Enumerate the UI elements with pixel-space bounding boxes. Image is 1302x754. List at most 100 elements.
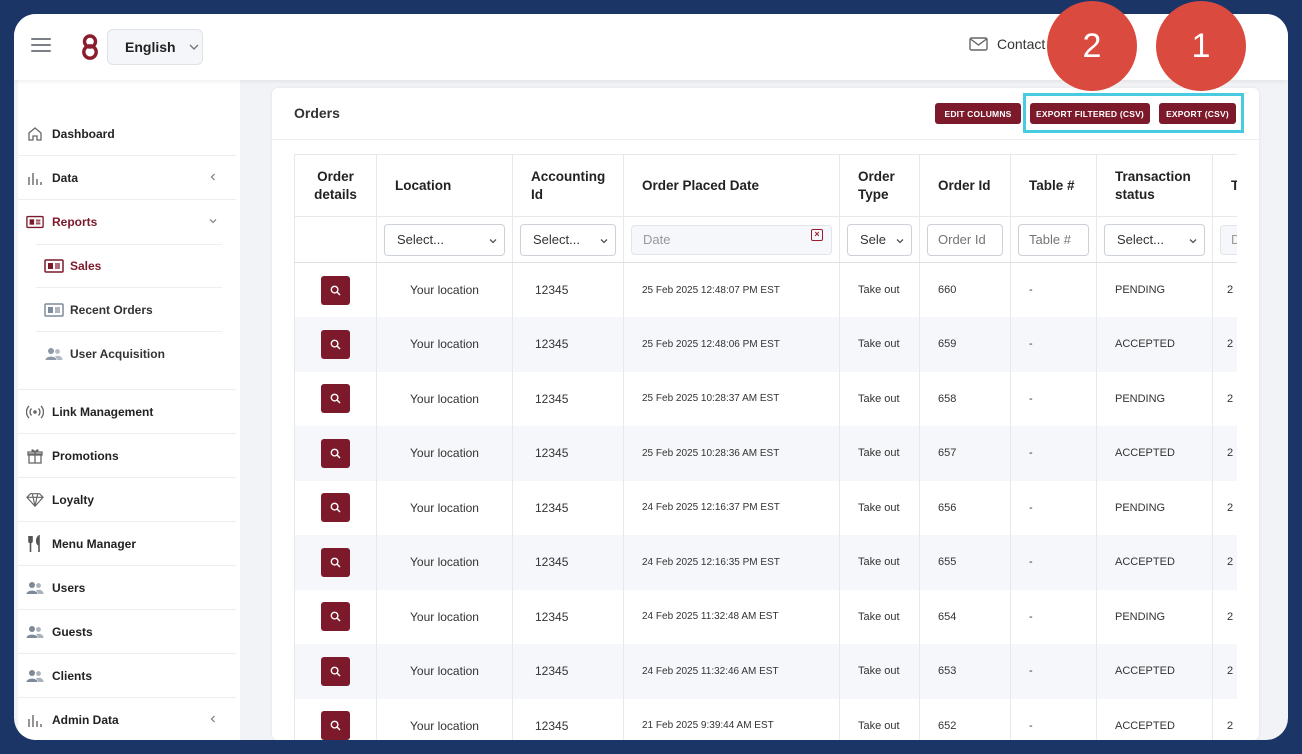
language-label: English	[125, 39, 176, 55]
edit-columns-button[interactable]: EDIT COLUMNS	[935, 103, 1021, 124]
accounting-id-cell: 12345	[512, 698, 624, 740]
table-cell: -	[1010, 589, 1097, 644]
order-id-cell: 655	[919, 535, 1011, 590]
table-cell: -	[1010, 317, 1097, 372]
column-header[interactable]: Order Type	[839, 154, 920, 217]
accounting-id-cell: 12345	[512, 535, 624, 590]
table-header-row: Order details Location Accounting Id Ord…	[294, 154, 1237, 217]
home-icon	[26, 126, 44, 142]
chevron-down-icon	[489, 238, 497, 243]
table-row: Your location 12345 24 Feb 2025 12:16:35 P…	[294, 535, 1237, 590]
orders-table: Order details Location Accounting Id Ord…	[294, 154, 1237, 740]
table-cell: -	[1010, 426, 1097, 481]
view-order-button[interactable]	[321, 602, 350, 632]
sidebar-item-reports[interactable]: Reports	[18, 200, 236, 244]
view-order-button[interactable]	[321, 275, 350, 305]
column-header[interactable]: T	[1212, 154, 1237, 217]
view-order-button[interactable]	[321, 438, 350, 468]
view-order-button[interactable]	[321, 547, 350, 577]
sidebar-item-loyalty[interactable]: Loyalty	[18, 478, 236, 522]
sidebar-item-clients[interactable]: Clients	[18, 654, 236, 698]
date-filter-input[interactable]: Date ×	[631, 224, 832, 255]
filter-cell: Select...	[1096, 216, 1213, 263]
column-header[interactable]: Accounting Id	[512, 154, 624, 217]
column-header[interactable]: Table #	[1010, 154, 1097, 217]
accounting-id-cell: 12345	[512, 589, 624, 644]
order-details-cell	[294, 426, 377, 481]
chevron-down-icon	[896, 238, 904, 243]
brand-logo	[82, 34, 98, 60]
contact-label: Contact	[997, 36, 1046, 52]
sidebar-item-label: Admin Data	[52, 713, 119, 727]
contact-link[interactable]: Contact	[969, 36, 1045, 52]
accounting-id-cell: 12345	[512, 426, 624, 481]
search-icon	[330, 448, 341, 459]
order-id-filter-input[interactable]	[927, 223, 1003, 256]
view-order-button[interactable]	[321, 384, 350, 414]
order-date-cell: 21 Feb 2025 9:39:44 AM EST	[623, 698, 840, 740]
table-filter-input[interactable]	[1018, 223, 1089, 256]
accounting-id-filter-select[interactable]: Select...	[520, 223, 616, 256]
chevron-left-icon	[210, 715, 215, 723]
sidebar-subitem-user-acquisition[interactable]: User Acquisition	[36, 332, 222, 376]
sidebar-item-admin-data[interactable]: Admin Data	[18, 698, 236, 740]
export-filtered-csv-button[interactable]: EXPORT FILTERED (CSV)	[1030, 103, 1150, 124]
sidebar-item-label: Reports	[52, 215, 98, 229]
order-details-cell	[294, 262, 377, 317]
order-date-cell: 25 Feb 2025 12:48:06 PM EST	[623, 317, 840, 372]
hamburger-menu-icon[interactable]	[31, 38, 51, 54]
truncated-cell: 2	[1212, 480, 1237, 535]
table-row: Your location 12345 21 Feb 2025 9:39:44 AM…	[294, 698, 1237, 740]
sidebar-subitem-sales[interactable]: Sales	[36, 244, 222, 288]
sidebar-item-data[interactable]: Data	[18, 156, 236, 200]
date-placeholder: Date	[643, 232, 671, 247]
column-header[interactable]: Order details	[294, 154, 377, 217]
order-id-cell: 658	[919, 371, 1011, 426]
column-header[interactable]: Order Id	[919, 154, 1011, 217]
orders-table-container[interactable]: Order details Location Accounting Id Ord…	[294, 154, 1237, 740]
column-header[interactable]: Order Placed Date	[623, 154, 840, 217]
sidebar-item-guests[interactable]: Guests	[18, 610, 236, 654]
order-type-filter-select[interactable]: Sele	[847, 223, 912, 256]
location-cell: Your location	[376, 426, 513, 481]
sidebar-item-menu-manager[interactable]: Menu Manager	[18, 522, 236, 566]
transaction-status-filter-select[interactable]: Select...	[1104, 223, 1205, 256]
column-header[interactable]: Location	[376, 154, 513, 217]
export-csv-button[interactable]: EXPORT (CSV)	[1159, 103, 1236, 124]
chevron-down-icon	[1189, 238, 1197, 243]
sidebar-item-label: Link Management	[52, 404, 154, 419]
order-date-cell: 25 Feb 2025 12:48:07 PM EST	[623, 262, 840, 317]
select-value: Sele	[860, 232, 887, 247]
truncated-cell: 2	[1212, 262, 1237, 317]
users-icon	[26, 624, 44, 640]
column-header[interactable]: Transaction status	[1096, 154, 1213, 217]
accounting-id-cell: 12345	[512, 371, 624, 426]
filter-cell: Select...	[376, 216, 513, 263]
sidebar-item-users[interactable]: Users	[18, 566, 236, 610]
accounting-id-cell: 12345	[512, 262, 624, 317]
sidebar-item-label: Data	[52, 170, 79, 185]
sidebar-item-promotions[interactable]: Promotions	[18, 434, 236, 478]
location-cell: Your location	[376, 535, 513, 590]
filter-row: Select... Select... Date × Sele	[294, 216, 1237, 263]
view-order-button[interactable]	[321, 656, 350, 686]
sidebar-subitem-recent-orders[interactable]: Recent Orders	[36, 288, 222, 332]
language-select[interactable]: English	[107, 29, 203, 65]
location-filter-select[interactable]: Select...	[384, 223, 505, 256]
location-cell: Your location	[376, 480, 513, 535]
location-cell: Your location	[376, 371, 513, 426]
transaction-status-cell: PENDING	[1096, 262, 1213, 317]
order-id-cell: 654	[919, 589, 1011, 644]
order-type-cell: Take out	[839, 644, 920, 699]
view-order-button[interactable]	[321, 711, 350, 740]
orders-card-header: Orders EDIT COLUMNS EXPORT FILTERED (CSV…	[272, 88, 1259, 140]
sidebar-item-dashboard[interactable]: Dashboard	[18, 112, 236, 156]
order-type-cell: Take out	[839, 262, 920, 317]
last-column-filter-input[interactable]: D	[1220, 224, 1237, 255]
view-order-button[interactable]	[321, 493, 350, 523]
clear-date-icon[interactable]: ×	[811, 228, 823, 241]
broadcast-icon	[26, 404, 44, 420]
sidebar-item-link-management[interactable]: Link Management	[18, 390, 236, 434]
select-value: Select...	[397, 232, 444, 247]
view-order-button[interactable]	[321, 329, 350, 359]
